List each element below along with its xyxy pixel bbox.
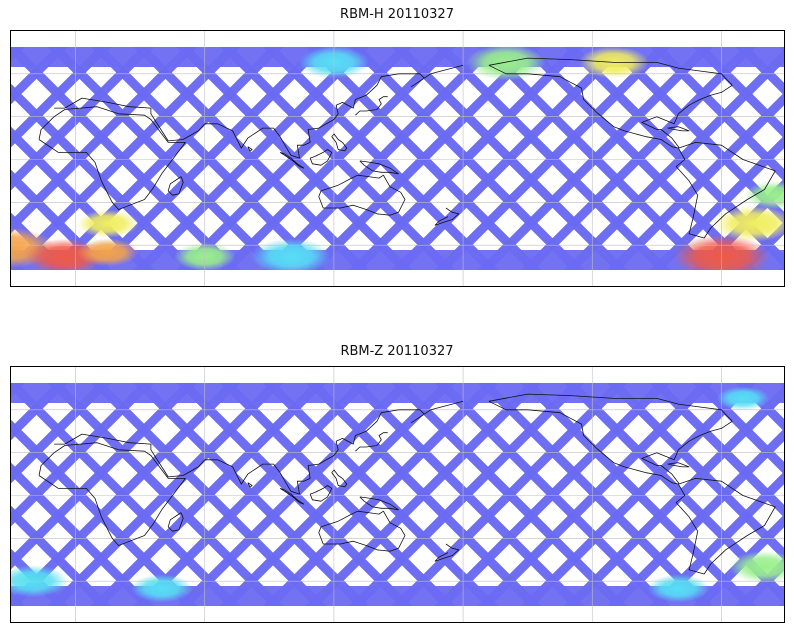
coast-australia: [318, 174, 406, 216]
coast-new-zealand: [434, 543, 460, 562]
swath-ascending: [11, 47, 112, 148]
coast-madagascar: [167, 512, 184, 532]
swath-descending: [649, 383, 784, 518]
swath-descending: [11, 505, 112, 606]
swath-descending: [477, 383, 714, 606]
coast-new-zealand: [434, 207, 460, 226]
coast-philippines: [331, 469, 348, 488]
coast-south-america: [675, 142, 776, 239]
coast-japan: [355, 96, 388, 116]
coast-new-guinea: [359, 496, 399, 511]
coast-borneo: [309, 149, 333, 166]
coast-borneo: [309, 485, 333, 502]
title-rbm-h: RBM-H 20110327: [340, 7, 454, 22]
swath-descending: [391, 47, 628, 270]
swath-layer: [11, 47, 784, 270]
swath-north-cap: [11, 47, 784, 67]
coast-philippines: [331, 133, 348, 152]
swath-descending: [520, 383, 757, 606]
swath-descending: [434, 47, 671, 270]
swath-descending: [391, 383, 628, 606]
title-rbm-z: RBM-Z 20110327: [340, 344, 454, 359]
intensity-hotspot: [729, 550, 784, 583]
swath-layer: [11, 383, 784, 606]
swath-descending: [606, 47, 784, 225]
swath-descending: [692, 47, 784, 139]
swath-south-cap: [11, 586, 784, 606]
map-panel-rbm-z: [10, 366, 785, 623]
coast-africa: [38, 442, 186, 546]
intensity-hotspot: [716, 386, 770, 411]
swath-descending: [176, 47, 413, 270]
coast-cuba: [667, 462, 690, 468]
swath-descending: [176, 383, 413, 606]
intensity-hotspot: [77, 238, 139, 267]
swath-ascending: [11, 383, 69, 441]
coastlines: [38, 57, 776, 239]
coast-south-america: [675, 478, 776, 575]
intensity-hotspot: [714, 205, 784, 242]
swath-descending: [735, 47, 784, 96]
swath-descending: [11, 47, 241, 270]
coast-new-guinea: [359, 160, 399, 175]
coast-north-america: [488, 393, 733, 485]
coast-india-sri-lanka: [247, 482, 253, 488]
swath-descending: [262, 383, 499, 606]
intensity-hotspot: [251, 238, 331, 270]
swath-descending: [649, 47, 784, 182]
coast-cuba: [667, 126, 690, 132]
swath-descending: [434, 383, 671, 606]
swath-descending: [305, 383, 542, 606]
coast-sumatra: [279, 488, 305, 505]
intensity-hotspot: [77, 209, 139, 238]
swath-descending: [90, 383, 327, 606]
intensity-hotspot: [130, 574, 193, 603]
swath-descending: [11, 169, 112, 270]
swath-descending: [11, 419, 198, 606]
swath-descending: [133, 47, 370, 270]
coast-eurasia-south: [54, 64, 464, 159]
swath-descending: [90, 47, 327, 270]
coast-japan: [355, 432, 388, 452]
coast-madagascar: [167, 176, 184, 196]
coastlines: [38, 393, 776, 575]
swath-descending: [348, 383, 585, 606]
swath-descending: [477, 47, 714, 270]
swath-descending: [11, 83, 198, 270]
intensity-hotspot: [466, 47, 546, 81]
swath-descending: [305, 47, 542, 270]
swath-descending: [11, 462, 155, 606]
swath-descending: [133, 383, 370, 606]
swath-descending: [11, 383, 241, 606]
coast-africa: [38, 106, 186, 210]
coast-india-sri-lanka: [247, 146, 253, 152]
swath-ascending: [11, 47, 69, 105]
swath-ascending: [11, 383, 112, 484]
swath-north-cap: [11, 383, 784, 403]
swath-descending: [348, 47, 585, 270]
swath-descending: [262, 47, 499, 270]
coast-sumatra: [279, 152, 305, 169]
swath-descending: [47, 47, 284, 270]
swath-descending: [47, 383, 284, 606]
intensity-hotspot: [647, 574, 710, 603]
swath-descending: [735, 383, 784, 432]
swath-descending: [219, 47, 456, 270]
map-canvas-rbm-z: [11, 367, 784, 622]
coast-eurasia-south: [54, 400, 464, 495]
swath-descending: [606, 383, 784, 561]
swath-descending: [520, 47, 757, 270]
coast-north-america: [488, 57, 733, 149]
swath-descending: [219, 383, 456, 606]
map-canvas-rbm-h: [11, 31, 784, 286]
coast-australia: [318, 510, 406, 552]
map-panel-rbm-h: [10, 30, 785, 287]
swath-descending: [692, 383, 784, 475]
